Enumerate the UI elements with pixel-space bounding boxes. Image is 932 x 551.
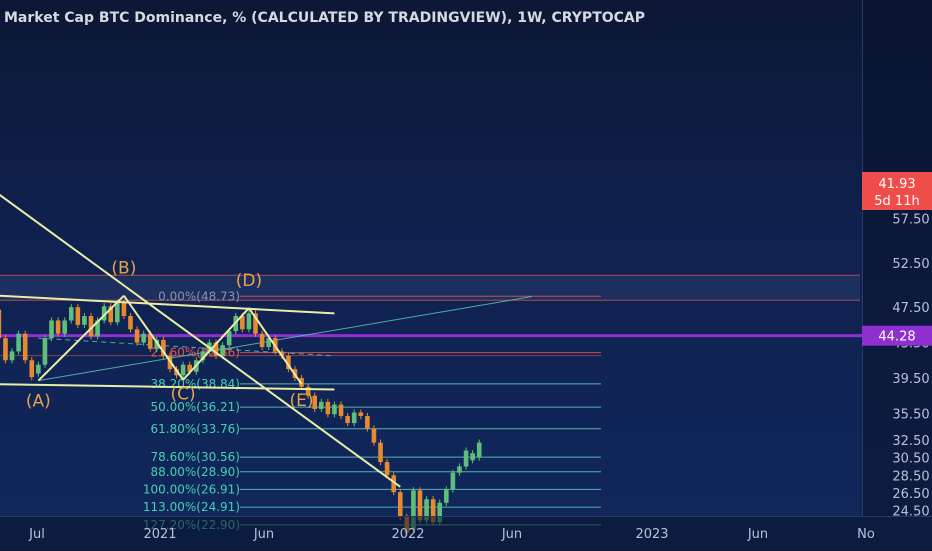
candle: [253, 313, 258, 334]
candle: [75, 307, 81, 325]
fib-label: 61.80%(33.76): [151, 422, 240, 436]
candle: [0, 309, 2, 339]
candle: [187, 364, 192, 372]
candle: [226, 331, 232, 346]
wave-label: (B): [111, 259, 136, 279]
candle: [299, 377, 304, 387]
candle: [266, 338, 271, 347]
candle: [430, 499, 436, 523]
candle: [88, 316, 94, 337]
time-axis[interactable]: [0, 516, 932, 551]
candle: [476, 442, 482, 458]
candle: [174, 369, 179, 376]
candle: [121, 302, 127, 317]
candle: [200, 351, 206, 361]
candle: [3, 338, 8, 361]
candle: [358, 412, 364, 417]
price-axis[interactable]: [862, 0, 932, 516]
candle: [147, 333, 153, 349]
candle: [345, 416, 350, 424]
candle: [470, 453, 475, 461]
candle: [384, 462, 390, 476]
candle: [220, 345, 225, 356]
candle: [240, 316, 245, 330]
fib-label: 0.00%(48.73): [158, 289, 240, 303]
wave-label: (D): [236, 271, 262, 291]
candle: [371, 428, 377, 443]
candle: [279, 351, 285, 356]
trend-line: [123, 295, 184, 381]
chart-title: Market Cap BTC Dominance, % (CALCULATED …: [4, 10, 646, 26]
candle: [22, 333, 28, 361]
candle: [312, 395, 318, 409]
candle: [391, 475, 396, 493]
candle: [154, 339, 160, 349]
candle: [82, 316, 87, 325]
candle: [141, 333, 146, 343]
trend-line: [182, 307, 250, 381]
trend-line: [248, 307, 303, 385]
candle: [161, 339, 166, 356]
candle: [108, 306, 114, 323]
candle: [95, 320, 100, 337]
wave-label: (C): [171, 385, 196, 405]
candle: [128, 316, 133, 330]
trend-line: [0, 383, 335, 391]
candle: [213, 342, 219, 356]
candle: [424, 499, 429, 521]
channel-line: [38, 296, 532, 382]
candle: [351, 412, 357, 424]
candle: [246, 313, 252, 330]
trend-line: [0, 294, 335, 315]
candle: [338, 404, 344, 417]
candle: [101, 306, 107, 321]
candle: [411, 490, 416, 530]
candle: [115, 302, 120, 323]
candle: [305, 386, 311, 396]
candle: [437, 502, 443, 523]
candle: [49, 320, 54, 339]
candle: [180, 364, 186, 376]
candle: [29, 360, 35, 378]
candle: [325, 401, 331, 415]
candle: [16, 333, 21, 352]
candle: [36, 364, 41, 374]
candle: [450, 472, 456, 490]
channel-line: [38, 337, 335, 357]
candle: [319, 401, 324, 409]
trend-line: [0, 193, 401, 488]
candle: [365, 416, 370, 429]
candle: [286, 355, 291, 370]
fib-label: 100.00%(26.91): [143, 482, 240, 496]
candle: [463, 450, 469, 467]
trend-line: [37, 294, 125, 382]
fib-label: 78.60%(30.56): [151, 450, 240, 464]
candle: [378, 442, 383, 463]
zone-band: [0, 275, 860, 301]
candle: [457, 466, 462, 473]
candle: [134, 329, 140, 343]
wave-label: (A): [26, 391, 51, 411]
fib-label: 50.00%(36.21): [151, 400, 240, 414]
fib-label: 88.00%(28.90): [151, 465, 240, 479]
candle: [62, 320, 67, 334]
candle: [397, 492, 403, 517]
candle: [68, 307, 74, 321]
candle: [259, 333, 265, 347]
fib-label: 113.00%(24.91): [143, 500, 240, 514]
candle: [42, 338, 48, 365]
wave-label: (E): [290, 391, 314, 411]
candle: [55, 320, 61, 334]
candle: [332, 404, 337, 415]
candle: [9, 351, 15, 361]
candle: [444, 489, 449, 503]
candle: [417, 490, 423, 521]
